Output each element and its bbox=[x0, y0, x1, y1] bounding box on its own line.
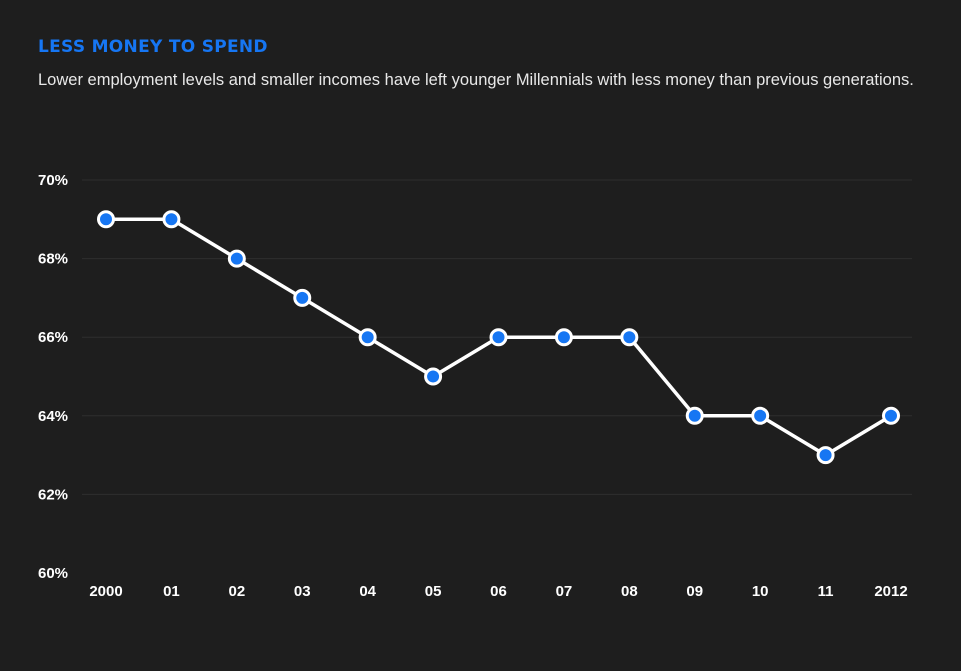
x-tick-label: 10 bbox=[752, 583, 769, 600]
x-tick-label: 07 bbox=[556, 583, 573, 600]
data-point bbox=[751, 406, 770, 425]
x-tick-label: 01 bbox=[163, 583, 180, 600]
x-tick-label: 11 bbox=[818, 583, 834, 600]
x-tick-label: 09 bbox=[686, 583, 703, 600]
data-point bbox=[489, 328, 508, 347]
y-axis-ticks: 60% 62% 64% 66% 68% 70% bbox=[38, 172, 68, 582]
x-axis-ticks: 2000 01 02 03 04 05 06 07 08 09 10 11 2012 bbox=[89, 583, 907, 600]
data-point bbox=[620, 328, 639, 347]
x-tick-label: 05 bbox=[425, 583, 442, 600]
data-point bbox=[882, 406, 900, 425]
x-tick-label: 2000 bbox=[89, 583, 122, 600]
x-tick-label: 08 bbox=[621, 583, 638, 600]
data-point bbox=[685, 406, 704, 425]
data-point bbox=[816, 446, 835, 465]
data-point bbox=[554, 328, 573, 347]
chart-subtitle: Lower employment levels and smaller inco… bbox=[38, 71, 914, 89]
data-point bbox=[293, 288, 312, 307]
data-point bbox=[227, 249, 246, 268]
data-point bbox=[97, 210, 115, 229]
y-tick-label: 64% bbox=[38, 408, 68, 425]
y-tick-label: 68% bbox=[38, 251, 68, 268]
x-tick-label: 03 bbox=[294, 583, 311, 600]
data-point bbox=[424, 367, 443, 386]
y-tick-label: 70% bbox=[38, 172, 68, 189]
x-tick-label: 06 bbox=[490, 583, 507, 600]
y-tick-label: 66% bbox=[38, 329, 68, 346]
y-tick-label: 60% bbox=[38, 565, 68, 582]
x-tick-label: 2012 bbox=[874, 583, 907, 600]
x-tick-label: 02 bbox=[228, 583, 245, 600]
data-points bbox=[97, 210, 900, 465]
chart-title: LESS MONEY TO SPEND bbox=[38, 37, 268, 57]
y-tick-label: 62% bbox=[38, 486, 68, 503]
data-point bbox=[358, 328, 377, 347]
x-tick-label: 04 bbox=[359, 583, 376, 600]
data-point bbox=[162, 210, 181, 229]
